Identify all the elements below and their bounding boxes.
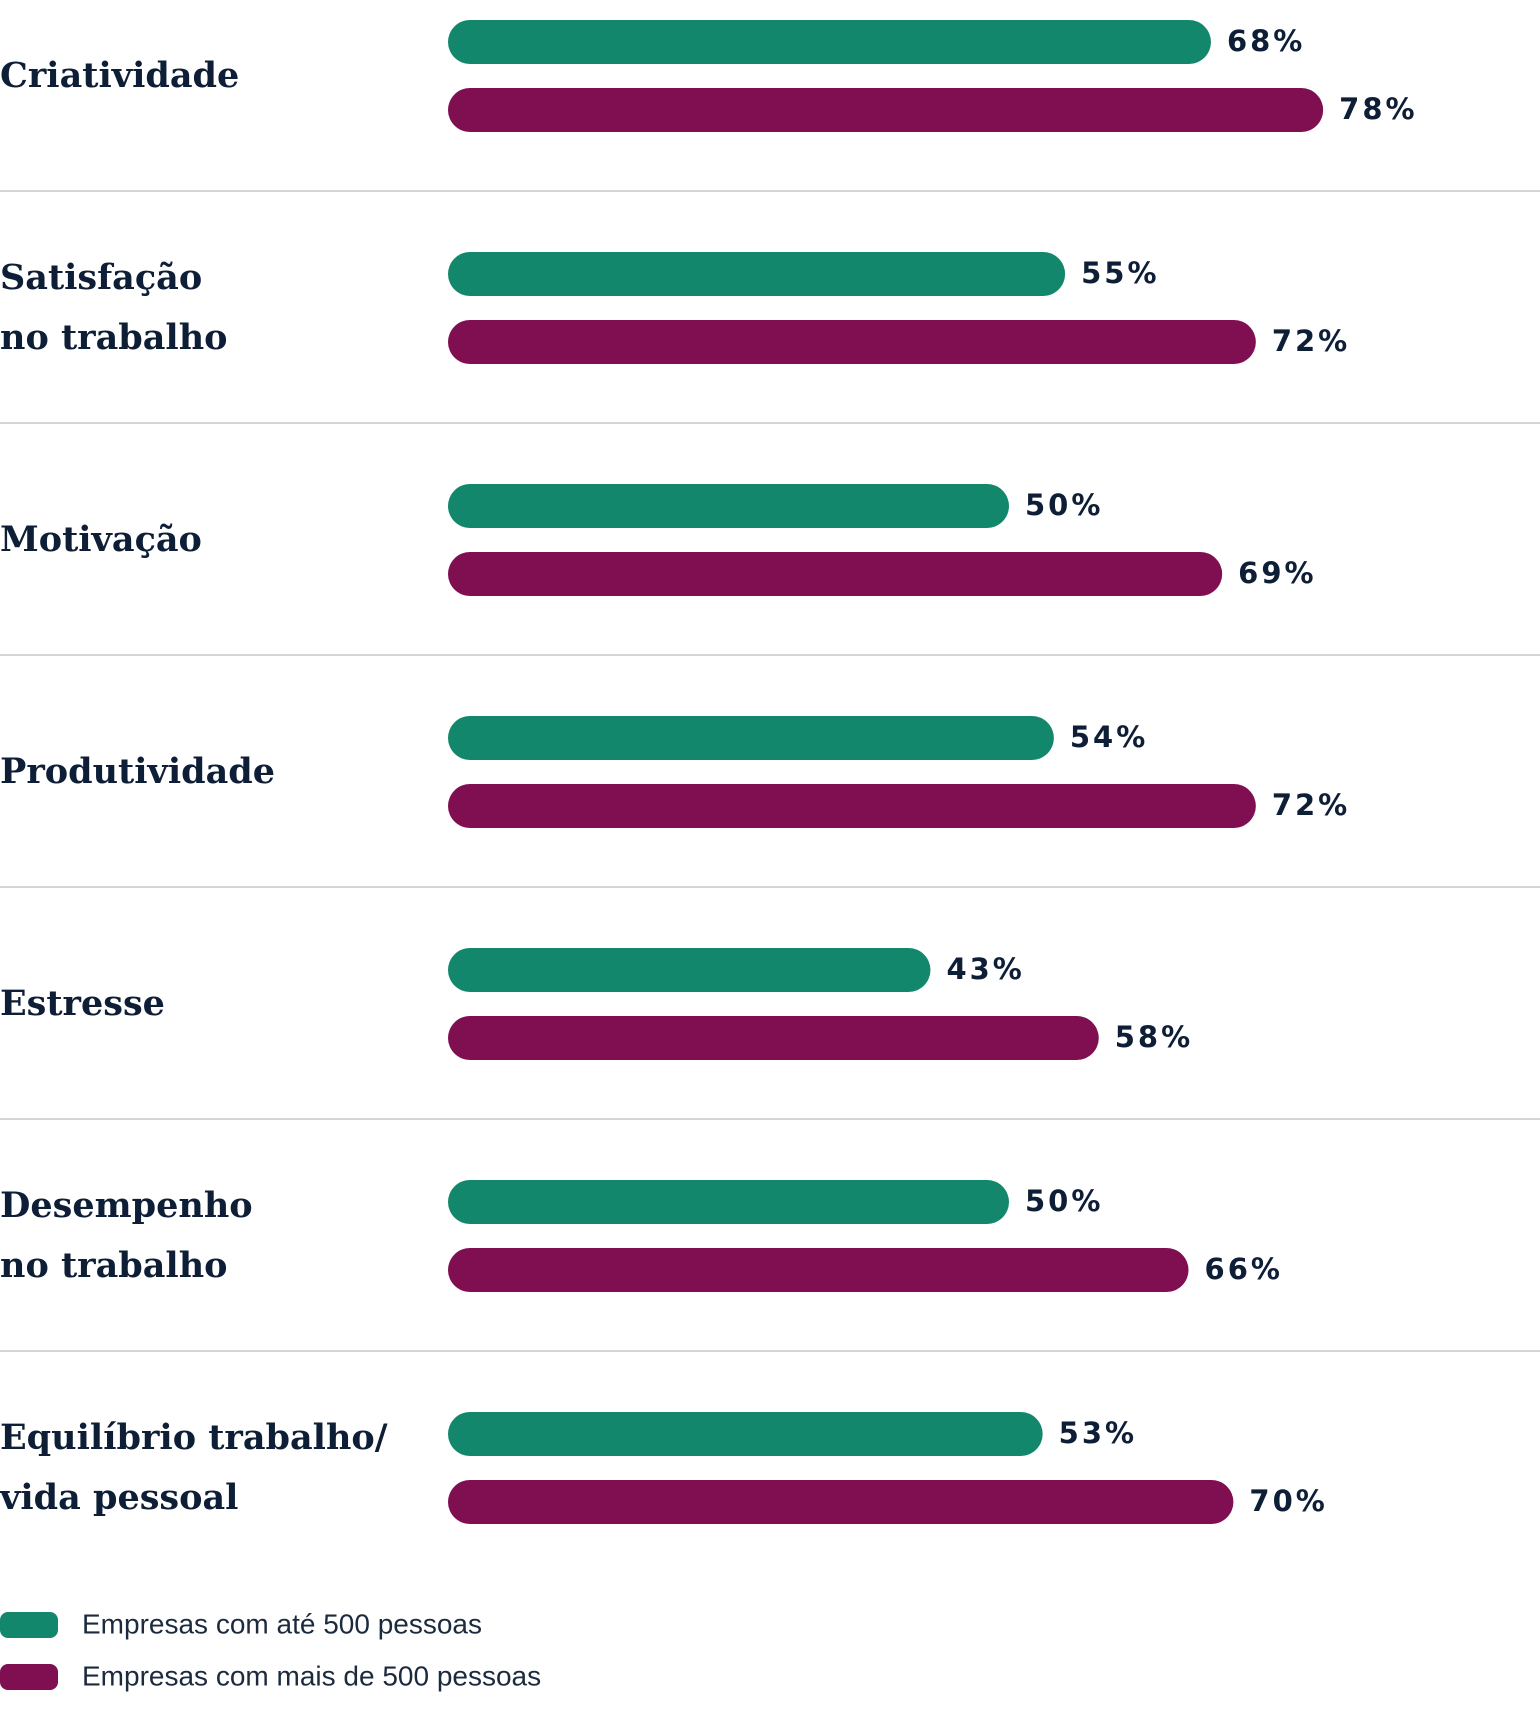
value-label: 72% — [1272, 324, 1350, 358]
bar — [448, 1180, 1009, 1224]
value-label: 78% — [1339, 92, 1417, 126]
bar — [448, 1248, 1189, 1292]
value-label: 54% — [1070, 720, 1148, 754]
category-label: Motivação — [0, 519, 202, 560]
legend-swatch — [0, 1664, 58, 1690]
value-label: 66% — [1205, 1252, 1283, 1286]
legend-swatch — [0, 1612, 58, 1638]
bar — [448, 20, 1211, 64]
value-label: 72% — [1272, 788, 1350, 822]
bar — [448, 716, 1054, 760]
value-label: 50% — [1025, 488, 1103, 522]
bar — [448, 784, 1256, 828]
bar — [448, 252, 1066, 296]
bar — [448, 484, 1009, 528]
value-label: 70% — [1249, 1484, 1327, 1518]
value-label: 50% — [1025, 1184, 1103, 1218]
bar — [448, 320, 1256, 364]
value-label: 53% — [1059, 1416, 1137, 1450]
category-label: Equilíbrio trabalho/ vida pessoal — [0, 1417, 388, 1518]
bar — [448, 88, 1324, 132]
legend-label: Empresas com até 500 pessoas — [82, 1608, 482, 1639]
bar — [448, 552, 1223, 596]
value-label: 69% — [1238, 556, 1316, 590]
category-label: Produtividade — [0, 751, 276, 792]
bar — [448, 1412, 1043, 1456]
value-label: 58% — [1115, 1020, 1193, 1054]
value-label: 55% — [1081, 256, 1159, 290]
value-label: 68% — [1227, 24, 1305, 58]
category-label: Satisfação no trabalho — [0, 257, 228, 358]
category-label: Estresse — [0, 983, 165, 1024]
bar — [448, 1016, 1099, 1060]
value-label: 43% — [946, 952, 1024, 986]
bar — [448, 1480, 1234, 1524]
legend-label: Empresas com mais de 500 pessoas — [82, 1660, 541, 1691]
category-label: Criatividade — [0, 55, 240, 96]
category-label: Desempenho no trabalho — [0, 1185, 253, 1286]
bar — [448, 948, 931, 992]
